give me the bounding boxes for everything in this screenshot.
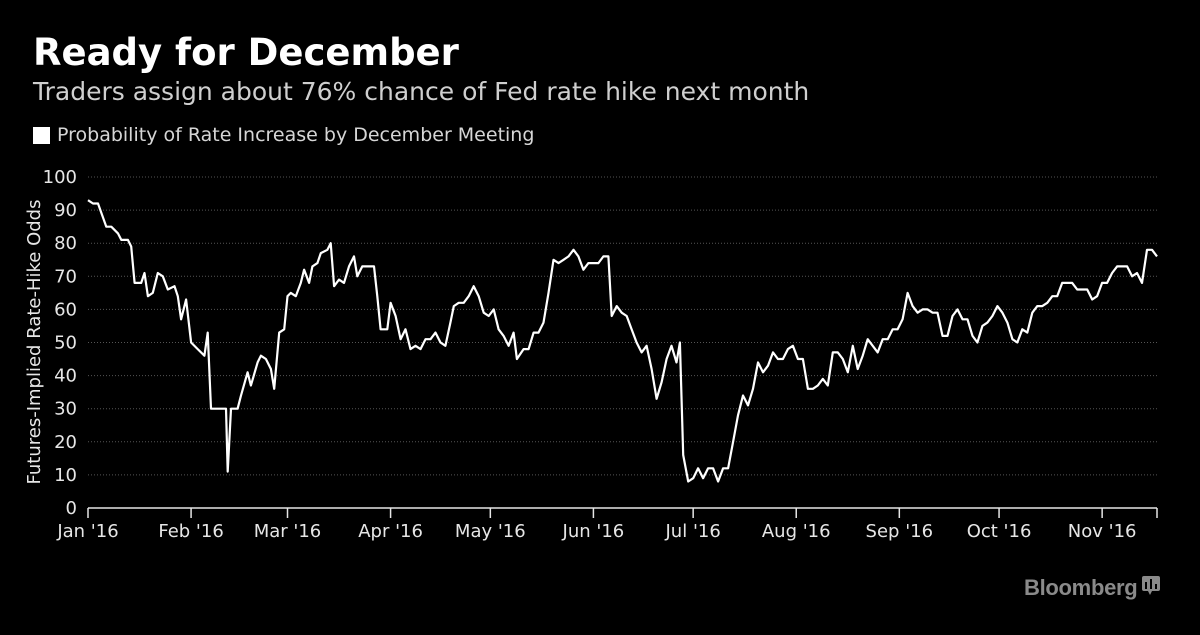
y-tick-label: 0: [66, 498, 77, 519]
x-tick-label: Mar '16: [254, 521, 322, 542]
legend: Probability of Rate Increase by December…: [33, 122, 534, 148]
y-tick-label: 40: [54, 366, 77, 387]
y-axis-label: Futures-Implied Rate-Hike Odds: [24, 200, 45, 485]
x-tick-label: Nov '16: [1068, 521, 1137, 542]
bar-chart-icon: [1142, 576, 1161, 600]
x-tick-label: Jan '16: [56, 521, 118, 542]
y-tick-label: 30: [54, 399, 77, 420]
y-tick-label: 50: [54, 333, 77, 354]
x-tick-label: Sep '16: [866, 521, 934, 542]
y-tick-label: 80: [54, 233, 77, 254]
y-tick-label: 100: [43, 167, 77, 188]
x-tick-label: Feb '16: [158, 521, 223, 542]
y-tick-label: 20: [54, 432, 77, 453]
chart-subtitle: Traders assign about 76% chance of Fed r…: [33, 77, 810, 106]
legend-label: Probability of Rate Increase by December…: [57, 124, 535, 146]
y-tick-label: 90: [54, 200, 77, 221]
x-tick-label: Oct '16: [967, 521, 1032, 542]
y-axis-ticks: 0 10 20 30 40 50 60 70 80 90 100: [43, 167, 77, 519]
bloomberg-logo: Bloomberg: [1024, 575, 1161, 601]
logo-text: Bloomberg: [1024, 575, 1138, 600]
x-tick-label: Jul '16: [665, 521, 721, 542]
y-tick-label: 60: [54, 299, 77, 320]
series-line: [87, 199, 1158, 483]
x-tick-label: Jun '16: [562, 521, 625, 542]
x-tick-label: Apr '16: [358, 521, 423, 542]
legend-swatch: [33, 126, 50, 144]
x-tick-label: May '16: [455, 521, 526, 542]
chart-title: Ready for December: [33, 31, 459, 74]
grid-lines: [88, 176, 1157, 476]
series-group: [87, 199, 1158, 483]
x-tick-label: Aug '16: [762, 521, 831, 542]
y-tick-label: 70: [54, 266, 77, 287]
x-axis: Jan '16 Feb '16 Mar '16 Apr '16 May '16 Jun '…: [56, 507, 1158, 542]
y-tick-label: 10: [54, 465, 77, 486]
